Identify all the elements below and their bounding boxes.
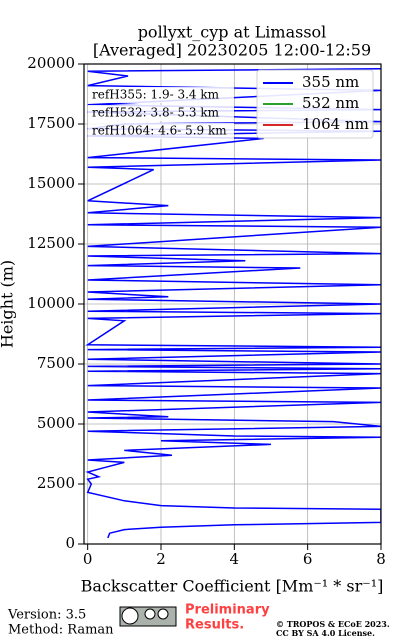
y-tick-label: 10000	[27, 294, 75, 312]
preliminary: Preliminary	[185, 603, 270, 618]
annotation-box	[88, 87, 234, 103]
y-tick-label: 20000	[27, 54, 75, 72]
x-tick-label: 4	[230, 550, 240, 568]
x-tick-label: 6	[303, 550, 313, 568]
legend-label: 1064 nm	[302, 115, 369, 133]
preliminary: Results.	[185, 618, 244, 633]
y-tick-label: 15000	[27, 174, 75, 192]
annotation: refH355: 1.9- 3.4 km	[92, 88, 220, 102]
data-line	[85, 68, 381, 539]
copyright: CC BY SA 4.0 License.	[276, 628, 375, 638]
version: Version: 3.5	[7, 608, 86, 623]
y-tick-label: 0	[65, 534, 75, 552]
y-tick-label: 12500	[27, 234, 75, 252]
y-tick-label: 17500	[27, 114, 75, 132]
x-tick-label: 0	[83, 550, 93, 568]
copyright: © TROPOS & ECoE 2023.	[276, 619, 390, 629]
chart-title: [Averaged] 20230205 12:00-12:59	[93, 41, 371, 60]
x-tick-label: 8	[376, 550, 386, 568]
chart-title: pollyxt_cyp at Limassol	[138, 23, 327, 42]
y-tick-label: 7500	[37, 354, 75, 372]
method: Method: Raman	[8, 623, 114, 638]
plot-area: 0 2 4 6 8 0 2500 5000 7500 10000 12500 15000 17500 20…	[27, 54, 385, 568]
annotation: refH532: 3.8- 5.3 km	[92, 106, 220, 120]
y-tick-label: 2500	[37, 474, 75, 492]
legend-label: 355 nm	[302, 73, 359, 91]
annotation: refH1064: 4.6- 5.9 km	[92, 124, 227, 138]
plot-frame	[83, 63, 382, 545]
cc-logo	[119, 606, 177, 627]
annotation-box	[88, 105, 234, 121]
legend-box	[256, 69, 374, 139]
y-axis-label: Height (m)	[0, 260, 17, 348]
y-tick-label: 5000	[37, 414, 75, 432]
x-axis-label: Backscatter Coefficient [Mm⁻¹ * sr⁻¹]	[81, 577, 384, 596]
legend-label: 532 nm	[302, 94, 359, 112]
annotation-box	[88, 123, 234, 139]
x-tick-label: 2	[156, 550, 166, 568]
